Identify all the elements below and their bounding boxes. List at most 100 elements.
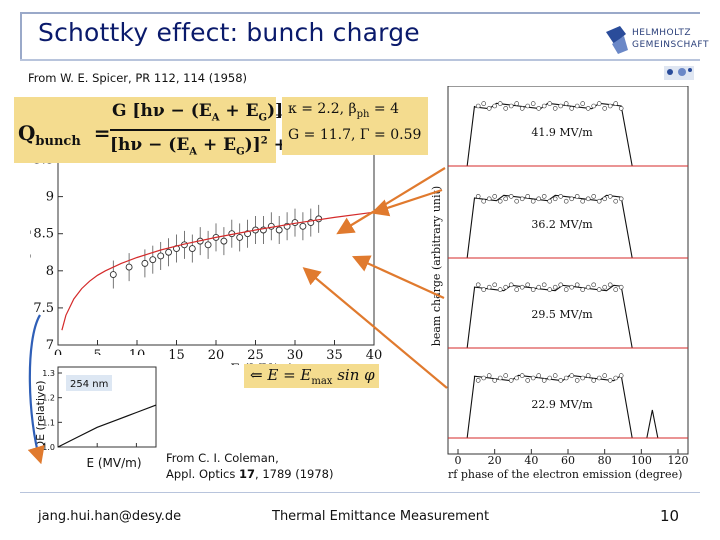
phase-scan-point — [536, 106, 541, 111]
field-relation-box: ⇐ E = Emax sin φ — [244, 364, 379, 388]
x-tick-label: 40 — [366, 348, 383, 363]
phase-scan-point — [497, 198, 503, 204]
phase-scan-point — [607, 378, 613, 383]
data-point — [157, 252, 165, 260]
phase-scan-point — [569, 373, 574, 378]
phase-scan-point — [530, 287, 536, 292]
phase-scan-point — [514, 198, 519, 204]
y-tick-label: 9 — [46, 190, 54, 205]
coleman-reference: From C. I. Coleman, Appl. Optics 17, 178… — [166, 450, 334, 482]
formula-den-sub-g: G — [236, 146, 245, 158]
right-x-tick-label: 40 — [524, 454, 538, 466]
author-email: jang.hui.han@desy.de — [38, 509, 182, 524]
data-point — [188, 245, 196, 252]
phase-scan-point — [596, 101, 602, 106]
phase-scan-point — [574, 103, 580, 109]
phase-scan-point — [596, 287, 602, 292]
data-point — [141, 259, 149, 267]
phase-scan-point — [525, 194, 530, 199]
phase-scan-point — [591, 282, 596, 288]
formula-numerator: G [hν − (E — [112, 101, 212, 121]
phase-scan-point — [563, 375, 569, 381]
phase-scan-point — [618, 106, 624, 111]
right-x-tick-label: 0 — [455, 454, 462, 466]
logo-text-line1: HELMHOLTZ — [632, 28, 692, 38]
phase-scan-point — [497, 375, 503, 381]
phase-scan-point — [558, 378, 563, 383]
inset-y-label: QE (relative) — [36, 380, 47, 449]
panel-field-label: 41.9 MV/m — [531, 126, 593, 139]
data-point — [236, 233, 244, 241]
right-x-tick-label: 120 — [668, 454, 689, 466]
phase-scan-point — [536, 196, 541, 202]
panel-field-label: 22.9 MV/m — [531, 398, 593, 411]
inset-annotation-bg — [66, 375, 112, 391]
footer-title: Thermal Emittance Measurement — [272, 509, 490, 524]
phase-scan-point — [618, 196, 624, 202]
formula-box: Qbunch = G [hν − (EA + EG)]2 [hν − (EA +… — [14, 97, 306, 163]
phase-scan-point — [547, 101, 552, 106]
phase-scan-point — [492, 378, 497, 383]
x-tick-label: 15 — [168, 348, 185, 363]
phase-scan-point — [552, 196, 558, 202]
formula-num-sub-g: G — [258, 112, 268, 124]
phase-scan-point — [541, 194, 547, 199]
reference-line2-suffix: , 1789 (1978) — [255, 467, 334, 481]
phase-scan-point — [569, 106, 574, 111]
inset-y-tick-label: 1.3 — [42, 369, 55, 378]
phase-scan-point — [558, 103, 563, 109]
phase-scan-point — [503, 284, 508, 290]
phase-scan-point — [514, 287, 519, 292]
param-line1-sub: ph — [356, 108, 370, 120]
phase-scan-point — [519, 373, 525, 378]
formula-den-plus: + E — [197, 135, 237, 155]
phase-scan-point — [607, 194, 613, 199]
phase-scan-point — [541, 103, 547, 109]
phase-scan-point — [486, 373, 492, 378]
phase-scan-point — [602, 373, 607, 378]
phase-scan-point — [536, 373, 541, 378]
phase-scan-point — [552, 284, 558, 290]
phase-scan-point — [558, 282, 563, 288]
arrow-29-5 — [351, 255, 445, 300]
phase-scan-point — [508, 103, 514, 109]
helmholtz-logo-icon — [606, 26, 694, 80]
phase-scan-point — [497, 101, 503, 106]
x-tick-label: 30 — [287, 348, 304, 363]
panel-field-label: 29.5 MV/m — [531, 308, 593, 321]
formula-lhs-sub: bunch — [35, 134, 81, 149]
phase-scan-point — [508, 282, 514, 288]
right-x-tick-label: 80 — [598, 454, 612, 466]
phase-scan-point — [607, 103, 613, 109]
phase-scan-point — [481, 198, 487, 204]
phase-scan-point — [503, 196, 508, 202]
inset-y-tick-label: 1.2 — [42, 394, 55, 403]
phase-scan-point — [514, 101, 519, 106]
footer-rule — [20, 492, 700, 493]
panel-field-label: 36.2 MV/m — [531, 218, 593, 231]
parameter-box: κ = 2.2, βph = 4 G = 11.7, Γ = 0.59 — [282, 97, 428, 155]
phase-scan-point — [519, 196, 525, 202]
page-number: 10 — [660, 507, 680, 525]
phase-scan-point — [596, 375, 602, 381]
inset-qe-line — [57, 404, 157, 448]
arrow-41-9 — [336, 167, 446, 235]
phase-scan-point — [475, 194, 481, 199]
inset-y-tick-label: 1.0 — [42, 443, 55, 452]
phase-scan-point — [602, 196, 607, 202]
title-rule-left — [20, 12, 22, 60]
phase-scan-point — [525, 282, 530, 288]
phase-scan-point — [574, 378, 580, 383]
title-rule-bottom — [20, 59, 700, 61]
helmholtz-logo: HELMHOLTZ GEMEINSCHAFT — [604, 22, 708, 86]
phase-scan-point — [475, 282, 481, 288]
phase-scan-point — [547, 287, 552, 292]
right-x-tick-label: 60 — [561, 454, 575, 466]
relation-text: E = E — [262, 366, 312, 384]
beam-charge-vs-phase-chart: 41.9 MV/m 36.2 MV/m 29.5 MV/m 22.9 MV/m 0 20 4… — [430, 86, 689, 466]
x-tick-label: 25 — [247, 348, 264, 363]
phase-scan-point — [481, 287, 487, 292]
relation-tail: sin φ — [332, 366, 375, 384]
phase-scan-point — [585, 373, 591, 378]
inset-link-arrow — [27, 314, 45, 465]
